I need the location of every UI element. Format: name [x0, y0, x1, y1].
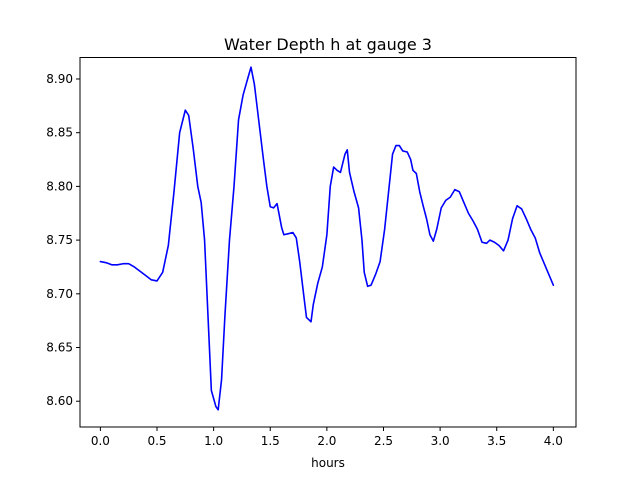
chart-title: Water Depth h at gauge 3	[224, 35, 432, 54]
x-axis-label: hours	[311, 456, 345, 470]
plot-area	[79, 57, 577, 428]
y-tick-label: 8.75	[46, 233, 73, 247]
y-tick-label: 8.70	[46, 287, 73, 301]
y-tick-label: 8.60	[46, 394, 73, 408]
x-tick-label: 2.0	[317, 434, 336, 448]
x-tick-label: 1.5	[261, 434, 280, 448]
y-tick-label: 8.65	[46, 341, 73, 355]
axes-frame	[79, 57, 577, 428]
y-tick-label: 8.80	[46, 179, 73, 193]
x-tick-label: 0.5	[147, 434, 166, 448]
series-line	[99, 66, 555, 411]
x-axis: 0.0 0.5 1.0 1.5 2.0 2.5 3.0 3.5 4.0	[91, 427, 563, 448]
x-tick-label: 4.0	[544, 434, 563, 448]
y-tick-label: 8.85	[46, 126, 73, 140]
x-tick-label: 2.5	[374, 434, 393, 448]
x-tick-label: 0.0	[91, 434, 110, 448]
x-tick-label: 3.5	[487, 434, 506, 448]
x-tick-label: 1.0	[204, 434, 223, 448]
y-axis: 8.60 8.65 8.70 8.75 8.80 8.85 8.90	[46, 72, 80, 408]
y-tick-label: 8.90	[46, 72, 73, 86]
x-tick-label: 3.0	[431, 434, 450, 448]
